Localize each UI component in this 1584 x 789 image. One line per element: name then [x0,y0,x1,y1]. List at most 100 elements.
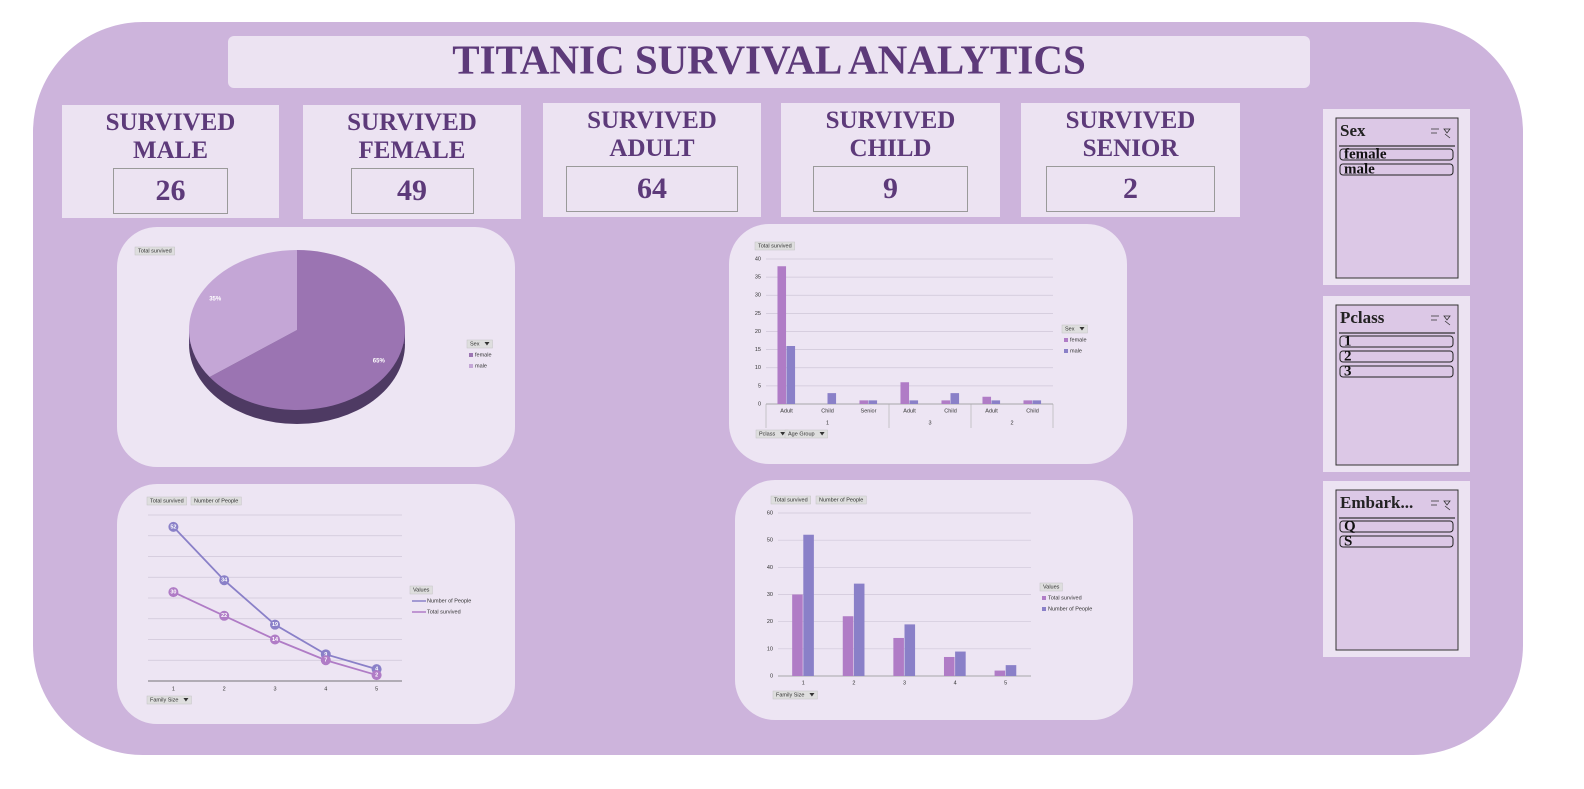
button-bg [466,339,493,349]
field-button[interactable]: Total survived [146,496,187,506]
chart-panel [117,484,515,724]
clear-filter-icon[interactable] [1431,500,1451,511]
field-button[interactable]: Sex [1061,324,1088,334]
button-bg [772,690,818,700]
field-button[interactable]: Number of People [815,495,867,505]
slicer-item-bg [1339,148,1454,161]
slicer-item-label: 3 [1344,363,1352,379]
field-button[interactable]: Pclass [755,429,789,439]
button-bg [134,246,175,256]
dropdown-arrow [809,693,815,697]
legend-label: Number of People [1048,606,1092,612]
data-point [270,634,280,645]
slicer-item[interactable]: S [1339,533,1454,549]
icon-glyph [1431,500,1451,511]
slicer-item-bg [1339,335,1454,348]
button-label: Family Size [776,692,804,698]
field-button[interactable]: Values [409,585,433,595]
data-point [168,587,179,598]
field-button[interactable]: Family Size [772,690,818,700]
button-bg [1039,582,1063,592]
y-tick-label: 20 [755,329,761,335]
x-tick-label: Child [944,408,957,414]
y-tick-label: 40 [755,256,761,262]
data-point [219,610,230,621]
x-tick-label: Adult [985,408,998,414]
bar [1023,400,1033,404]
field-button[interactable]: Total survived [134,246,175,256]
slicer-item[interactable]: female [1339,146,1454,162]
data-point [168,521,179,532]
kpi-label: SURVIVED SENIOR [1065,107,1196,162]
clear-filter-icon[interactable] [1431,315,1451,326]
data-point [371,670,382,681]
slicer-box [1335,489,1459,651]
x-tick-label: 2 [852,680,855,686]
bar [950,393,960,404]
kpi-label: SURVIVED CHILD [825,107,956,162]
bar [853,583,865,676]
kpi-card: SURVIVED FEMALE 49 [303,105,521,219]
clear-filter-icon[interactable] [1431,128,1451,139]
slicer-item[interactable]: Q [1339,518,1454,534]
x-tick-label: Adult [780,408,793,414]
y-tick-label: 25 [755,311,761,317]
data-label: 14 [272,637,279,643]
button-label: Number of People [819,497,863,503]
bar [868,400,878,404]
legend-swatch [1064,338,1068,342]
slicer-box [1335,304,1459,466]
button-bg [190,496,242,506]
bar [941,400,951,404]
button-label: Sex [470,341,480,347]
bar [792,594,803,676]
legend-label: female [1070,337,1087,343]
pie-slice [189,250,297,378]
legend-swatch [1042,596,1046,600]
dropdown-arrow [484,342,490,346]
group-label: 1 [826,420,829,426]
button-bg [1061,324,1088,334]
field-button[interactable]: Sex [466,339,493,349]
bar [955,651,966,676]
kpi-value: 9 [813,166,968,212]
button-bg [784,429,828,439]
x-tick-label: 1 [802,680,805,686]
data-label: 4 [375,667,379,673]
x-tick-label: 2 [223,686,226,692]
group-label: 3 [928,420,931,426]
field-button[interactable]: Family Size [146,695,192,705]
slicer-item[interactable]: 1 [1339,333,1454,349]
y-tick-label: 5 [758,383,761,389]
button-bg [146,695,192,705]
y-tick-label: 20 [767,619,773,625]
slicer-item-bg [1339,520,1454,533]
data-label: 22 [221,613,227,619]
button-label: Values [413,587,430,593]
field-button[interactable]: Total survived [754,241,795,251]
field-button[interactable]: Total survived [770,495,811,505]
bar [1032,400,1042,404]
title: TITANIC SURVIVAL ANALYTICS [452,36,1086,82]
data-label: 34 [221,578,228,584]
slicer-item-bg [1339,365,1454,378]
field-button[interactable]: Number of People [190,496,242,506]
button-label: Family Size [150,697,178,703]
y-tick-label: 10 [767,646,773,652]
button-label: Age Group [788,431,815,437]
field-button[interactable]: Age Group [784,429,828,439]
data-point [219,575,230,586]
data-label: 7 [324,658,327,664]
bar [786,346,796,404]
slicer-item-label: female [1344,146,1387,162]
bar [991,400,1001,404]
legend-label: male [1070,348,1082,354]
kpi-card: SURVIVED ADULT 64 [543,103,761,217]
kpi-label: SURVIVED FEMALE [347,109,477,164]
bar [777,266,787,404]
slicer-item[interactable]: 2 [1339,348,1454,364]
field-button[interactable]: Values [1039,582,1063,592]
slicer-item[interactable]: male [1339,161,1454,177]
slicer-item[interactable]: 3 [1339,363,1454,379]
